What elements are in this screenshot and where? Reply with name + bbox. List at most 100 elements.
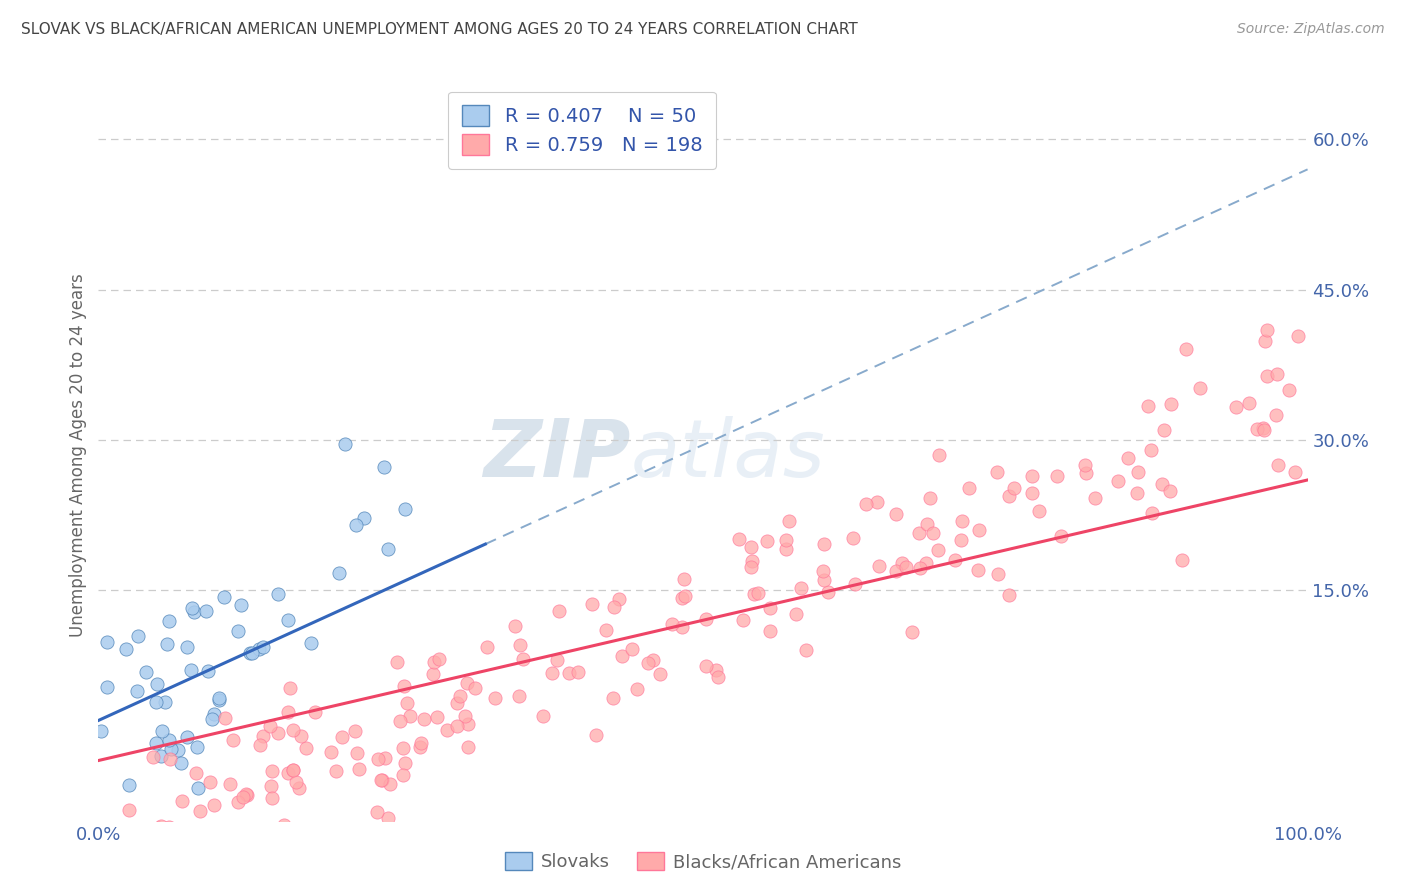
Point — [1256, 369, 1278, 384]
Point — [277, 705, 299, 719]
Point — [621, 642, 644, 657]
Point — [353, 510, 375, 524]
Point — [145, 736, 167, 750]
Point — [1286, 329, 1309, 343]
Point — [180, 663, 202, 677]
Point — [114, 642, 136, 657]
Point — [214, 590, 236, 604]
Point — [704, 663, 727, 677]
Point — [219, 777, 242, 791]
Point — [484, 691, 506, 706]
Point — [157, 614, 180, 628]
Point — [884, 565, 907, 579]
Point — [146, 821, 169, 835]
Point — [145, 695, 167, 709]
Point — [1126, 486, 1149, 500]
Point — [157, 733, 180, 747]
Point — [894, 560, 917, 574]
Point — [1152, 477, 1174, 491]
Point — [385, 655, 408, 669]
Point — [96, 635, 118, 649]
Point — [1073, 458, 1095, 472]
Point — [595, 623, 617, 637]
Point — [1284, 465, 1306, 479]
Point — [374, 751, 396, 765]
Point — [986, 466, 1008, 480]
Point — [949, 533, 972, 548]
Point — [252, 729, 274, 743]
Point — [842, 531, 865, 545]
Point — [509, 638, 531, 652]
Point — [236, 789, 259, 803]
Point — [436, 723, 458, 737]
Point — [1278, 383, 1301, 397]
Point — [239, 647, 262, 661]
Point — [1188, 381, 1211, 395]
Point — [918, 491, 941, 506]
Point — [186, 739, 208, 754]
Point — [548, 604, 571, 618]
Point — [1251, 420, 1274, 434]
Point — [200, 774, 222, 789]
Point — [884, 507, 907, 521]
Point — [454, 709, 477, 723]
Point — [1254, 334, 1277, 348]
Point — [399, 708, 422, 723]
Point — [891, 556, 914, 570]
Point — [259, 719, 281, 733]
Point — [775, 533, 797, 548]
Point — [260, 791, 283, 805]
Point — [197, 664, 219, 678]
Point — [1084, 491, 1107, 505]
Point — [377, 811, 399, 825]
Point — [409, 740, 432, 755]
Point — [475, 640, 498, 654]
Point — [512, 652, 534, 666]
Point — [508, 689, 530, 703]
Point — [135, 665, 157, 679]
Point — [775, 542, 797, 557]
Point — [201, 712, 224, 726]
Point — [305, 826, 328, 840]
Point — [229, 599, 252, 613]
Point — [907, 526, 929, 541]
Point — [344, 517, 367, 532]
Point — [541, 666, 564, 681]
Point — [195, 604, 218, 618]
Point — [866, 495, 889, 509]
Point — [176, 640, 198, 654]
Point — [1265, 367, 1288, 381]
Point — [427, 652, 450, 666]
Point — [208, 690, 231, 705]
Point — [446, 719, 468, 733]
Point — [349, 762, 371, 776]
Point — [319, 745, 342, 759]
Point — [266, 587, 288, 601]
Point — [176, 730, 198, 744]
Point — [901, 624, 924, 639]
Point — [170, 794, 193, 808]
Point — [155, 695, 177, 709]
Point — [997, 588, 1019, 602]
Point — [260, 764, 283, 779]
Point — [1046, 469, 1069, 483]
Point — [335, 437, 357, 451]
Point — [1028, 504, 1050, 518]
Point — [759, 624, 782, 638]
Point — [187, 781, 209, 796]
Point — [1107, 474, 1129, 488]
Point — [643, 653, 665, 667]
Point — [226, 795, 249, 809]
Point — [456, 676, 478, 690]
Point — [943, 553, 966, 567]
Point — [671, 591, 693, 605]
Point — [267, 726, 290, 740]
Point — [1002, 481, 1025, 495]
Point — [742, 587, 765, 601]
Point — [413, 712, 436, 726]
Point — [1267, 458, 1289, 473]
Point — [740, 540, 762, 554]
Point — [202, 707, 225, 722]
Point — [252, 640, 274, 655]
Point — [695, 659, 717, 673]
